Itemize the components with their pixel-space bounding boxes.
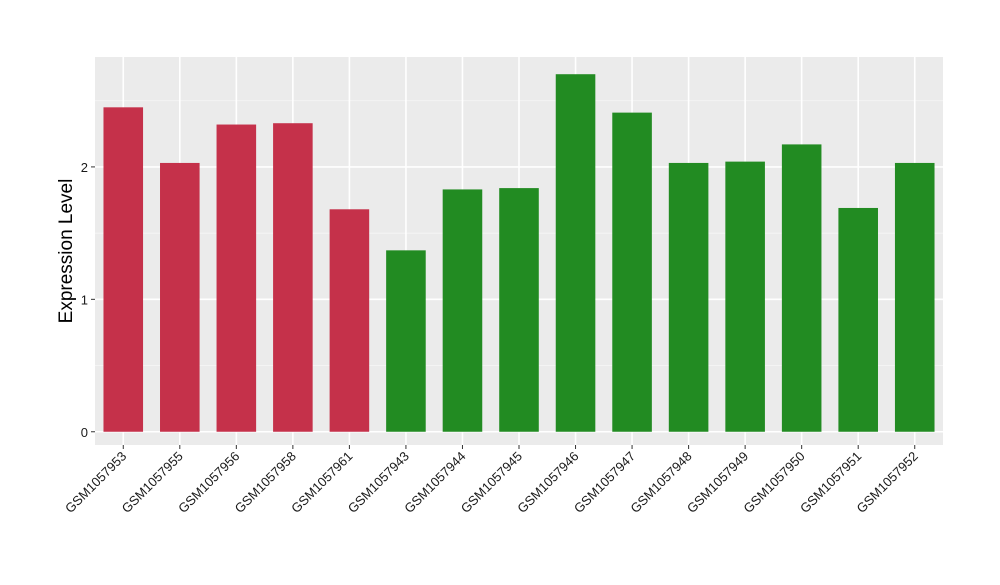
bar-GSM1057952 <box>894 162 935 432</box>
bar-GSM1057956 <box>216 124 257 432</box>
y-axis: 0 1 2 <box>81 160 95 440</box>
y-axis-title: Expression Level <box>56 179 77 324</box>
bar-GSM1057949 <box>725 161 765 432</box>
bar-GSM1057944 <box>442 189 483 432</box>
bar-GSM1057947 <box>612 112 652 432</box>
bar-GSM1057948 <box>668 162 709 432</box>
bar-GSM1057943 <box>386 250 426 432</box>
bar-GSM1057946 <box>555 74 596 432</box>
x-axis: GSM1057953GSM1057955GSM1057956GSM1057958… <box>62 445 921 516</box>
y-tick-label-1: 1 <box>81 292 88 307</box>
bar-GSM1057951 <box>838 207 878 432</box>
bar-GSM1057961 <box>329 209 370 432</box>
bar-GSM1057953 <box>103 107 144 432</box>
bar-GSM1057958 <box>273 123 313 432</box>
bars <box>103 74 935 432</box>
y-tick-label-2: 2 <box>81 160 88 175</box>
bar-GSM1057945 <box>499 188 539 432</box>
bar-GSM1057950 <box>781 144 822 432</box>
bar-GSM1057955 <box>160 162 200 432</box>
y-tick-label-0: 0 <box>81 425 88 440</box>
